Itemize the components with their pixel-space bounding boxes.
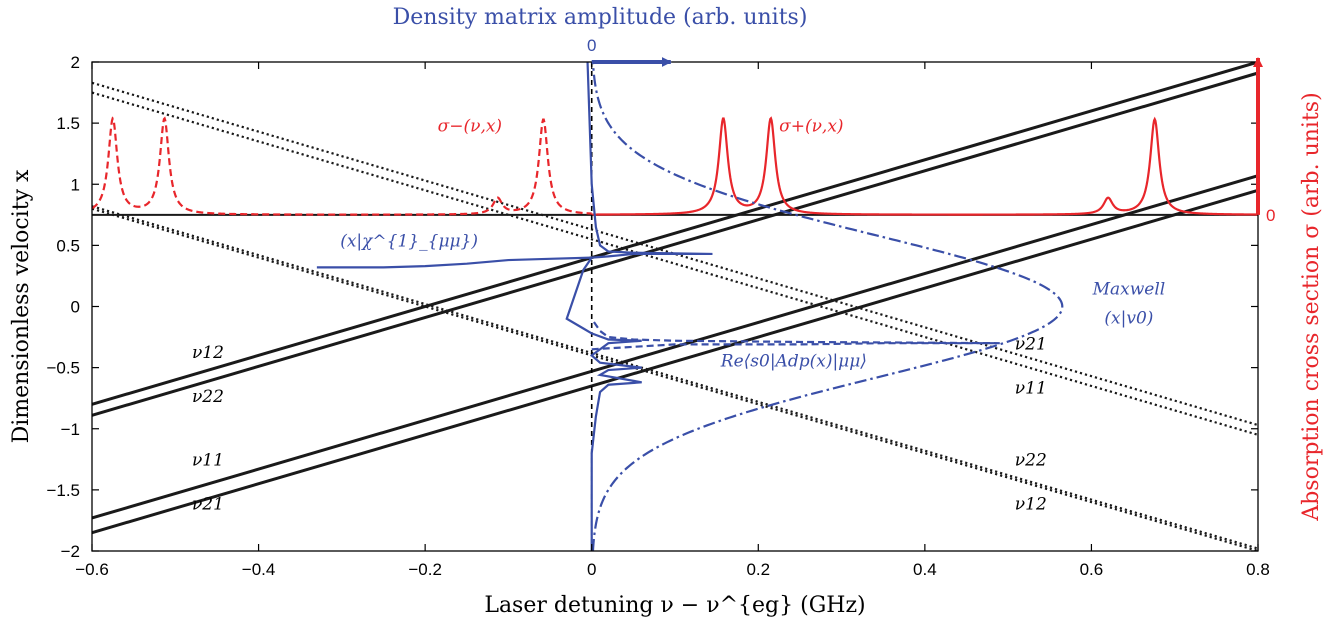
x-tick-label: 0.4 — [913, 560, 937, 579]
x-axis-title: Laser detuning ν − ν^{eg} (GHz) — [484, 593, 865, 618]
x-tick-label: −0.4 — [242, 560, 276, 579]
resonance-line-4 — [92, 188, 1258, 535]
y-tick-label: −1.5 — [46, 481, 80, 500]
y-tick-label: 1 — [71, 175, 80, 194]
x-tick-label: −0.2 — [408, 560, 442, 579]
y-tick-label: −1 — [61, 420, 80, 439]
y-tick-label: 0 — [71, 298, 80, 317]
sigma-axis-zero-label: 0 — [1266, 206, 1275, 225]
x-tick-label: 0 — [587, 560, 596, 579]
plot-border — [91, 61, 1259, 552]
maxwell-curve — [591, 62, 1064, 551]
density-amplitude-curve — [565, 256, 642, 551]
sigma-plus-label: σ+(ν,x) — [779, 117, 843, 137]
maxwell-label: Maxwell (x|v0) — [1092, 279, 1166, 328]
chi-curve — [316, 62, 713, 269]
y-tick-label: 1.5 — [56, 114, 80, 133]
labels: Density matrix amplitude (arb. units) La… — [9, 5, 1324, 618]
plot-area — [92, 62, 1258, 551]
y-axis-title: Dimensionless velocity x — [9, 169, 34, 443]
y-tick-label: 0.5 — [56, 236, 80, 255]
resonance-label-8: ν12 — [1015, 494, 1047, 514]
resonance-label-3: ν11 — [192, 450, 224, 470]
re-curve — [590, 318, 1000, 351]
resonance-line-1 — [92, 62, 1258, 406]
sigma-minus-curve — [92, 116, 592, 216]
resonance-label-5: ν21 — [1015, 334, 1047, 354]
resonance-label-7: ν22 — [1015, 450, 1047, 470]
sigma-plus-curve — [591, 116, 1258, 216]
chart-title: Density matrix amplitude (arb. units) — [393, 5, 808, 30]
y-tick-label: −0.5 — [46, 359, 80, 378]
secondary-y-axis-title: Absorption cross section σ (arb. units) — [1299, 92, 1324, 521]
x-tick-label: 0.6 — [1080, 560, 1104, 579]
resonance-line-7 — [92, 205, 1258, 550]
y-tick-label: 2 — [71, 53, 80, 72]
re-curve-label: Re⟨s0|Adp(x)|μμ⟩ — [720, 351, 867, 371]
resonance-label-2: ν22 — [192, 387, 224, 407]
density-axis-zero-label: 0 — [587, 36, 596, 55]
resonance-line-3 — [92, 174, 1258, 520]
y-tick-label: −2 — [61, 542, 80, 561]
axes-frame: −0.6 −0.4 −0.2 0 0.2 0.4 0.6 0.8 −2 −1.5 −1 −0.5 0 0.… — [46, 53, 1269, 579]
x-tick-label: 0.2 — [746, 560, 770, 579]
x-tick-label: −0.6 — [75, 560, 109, 579]
resonance-line-8 — [92, 207, 1258, 551]
resonance-label-6: ν11 — [1015, 378, 1047, 398]
resonance-line-2 — [92, 71, 1258, 417]
resonance-line-6 — [92, 91, 1258, 436]
x-tick-label: 0.8 — [1246, 560, 1270, 579]
chi-curve-label: (x|χ^{1}_{μμ}) — [340, 232, 478, 252]
resonance-label-1: ν12 — [192, 343, 224, 363]
resonance-label-4: ν21 — [192, 494, 224, 514]
sigma-minus-label: σ−(ν,x) — [438, 117, 502, 137]
